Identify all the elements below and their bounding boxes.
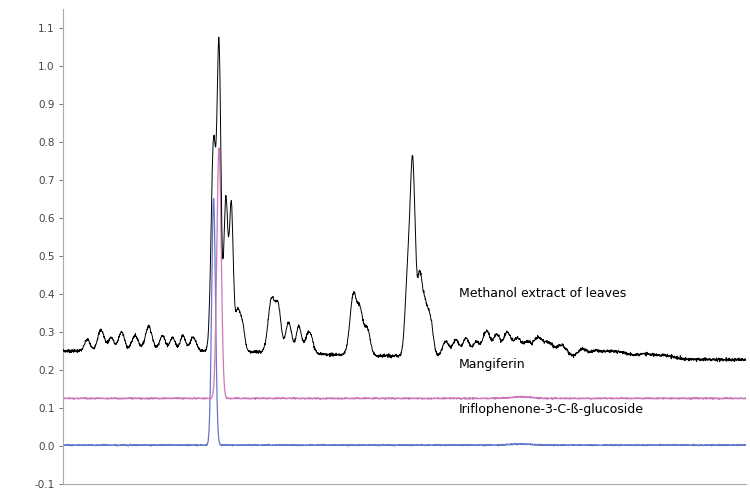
Text: Mangiferin: Mangiferin	[459, 358, 526, 371]
Text: Methanol extract of leaves: Methanol extract of leaves	[459, 287, 626, 300]
Text: Iriflophenone-3-C-ß-glucoside: Iriflophenone-3-C-ß-glucoside	[459, 403, 644, 416]
